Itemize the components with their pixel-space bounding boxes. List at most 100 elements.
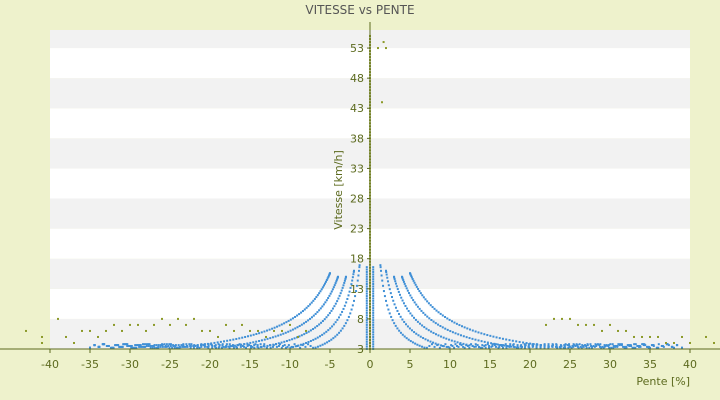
y-tick-label: 13 [350,283,364,296]
data-point [318,309,321,312]
data-point [93,344,96,347]
data-point [490,342,493,345]
data-point [430,330,433,333]
y-tick-label: 3 [357,343,364,356]
data-point [365,290,368,293]
data-point [336,300,339,303]
data-point [577,323,579,326]
data-point [218,344,221,347]
data-point [137,323,139,326]
data-point [307,343,310,346]
data-point [298,313,301,316]
data-point [209,329,211,332]
data-point [426,315,429,318]
data-point [336,333,339,336]
data-point [309,317,312,320]
x-tick-label: 35 [643,358,657,371]
data-point [232,346,235,349]
data-point [225,343,228,346]
data-point [426,339,429,342]
data-point [569,317,571,320]
data-point [387,284,390,287]
data-point [491,343,494,346]
data-point [409,340,412,343]
data-point [265,346,268,349]
data-point [157,344,160,347]
data-point [326,277,329,280]
data-point [611,343,614,346]
data-point [266,337,269,340]
data-point [379,264,382,267]
data-point [343,304,346,307]
data-point [637,344,640,347]
data-point [401,277,404,280]
data-point [41,335,43,338]
data-point [316,336,319,339]
data-point [305,320,308,323]
data-point [347,315,350,318]
data-point [109,346,112,349]
data-point [411,278,414,281]
data-point [372,302,375,305]
data-point [612,346,615,349]
data-point [121,329,123,332]
data-point [385,269,387,272]
data-point [358,264,361,267]
data-point [129,323,131,326]
data-point [386,276,389,279]
data-point [622,345,625,348]
data-point [365,314,368,317]
data-point [365,295,368,298]
x-tick-label: 40 [683,358,697,371]
data-point [465,336,468,339]
data-point [634,343,637,346]
data-point [491,344,494,347]
data-point [440,335,443,338]
data-point [372,285,375,288]
data-point [459,342,462,345]
data-point [407,310,410,313]
data-point [661,344,664,347]
data-point [321,333,324,336]
data-point [415,332,418,335]
data-point [517,346,520,349]
data-point [296,314,299,317]
data-point [328,273,331,276]
data-point [328,294,331,297]
data-point [400,296,403,299]
data-point [25,329,27,332]
data-point [393,278,396,281]
data-point [339,329,342,332]
data-point [325,299,328,302]
data-point [396,309,399,312]
data-point [278,343,281,346]
data-point [365,302,368,305]
data-point [520,344,523,347]
data-point [319,344,322,347]
data-point [173,346,176,349]
data-point [353,269,355,272]
data-point [483,333,486,336]
data-point [277,344,280,347]
data-point [269,337,272,340]
data-point [339,292,342,295]
data-point [385,299,388,302]
data-point [229,339,232,342]
data-point [462,345,465,348]
data-point [161,345,164,348]
data-point [358,266,361,269]
data-point [457,333,460,336]
data-point [241,344,244,347]
data-point [561,317,563,320]
data-point [196,345,199,348]
data-point [473,345,476,348]
data-point [422,311,425,314]
data-point [203,344,206,347]
data-point [633,343,636,346]
data-point [390,295,393,298]
data-point [190,343,193,346]
data-point [302,342,305,345]
data-point [657,346,660,349]
data-point [388,312,391,315]
